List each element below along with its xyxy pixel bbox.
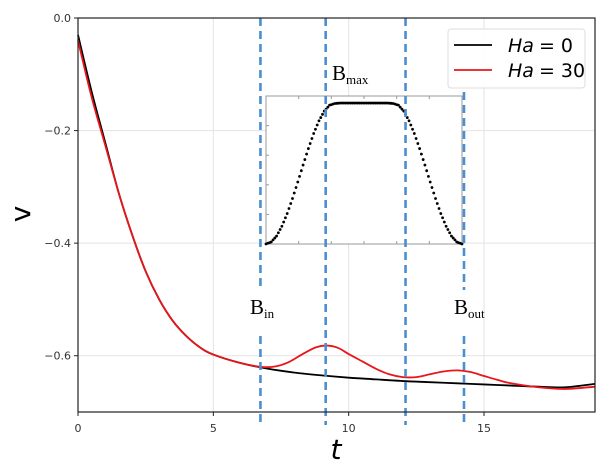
annotation-b-max-sub: max [346,72,369,87]
inset-point [419,152,423,156]
inset-frame [265,95,463,245]
x-tick-label: 10 [342,422,356,435]
inset-point [398,105,402,109]
series-line-ha30 [77,40,596,390]
inset-point [278,228,282,231]
marker-lines [259,18,466,425]
annotation-b-out-sub: out [468,306,485,321]
inset-plot [264,95,464,246]
inset-point [453,238,457,242]
legend-label-ha0: Ha = 0 [508,35,573,57]
y-tick-label: −0.2 [44,125,71,138]
inset-point [427,174,430,178]
inset-point [428,180,432,184]
inset-point [446,228,450,231]
inset-point [317,119,321,123]
series-group [77,34,596,390]
inset-point [430,186,434,189]
inset-point [439,212,443,215]
inset-point [284,216,287,220]
inset-point [291,197,294,200]
annotation-b-max: Bmax [332,61,369,87]
inset-point [280,224,284,228]
y-tick-label: 0.0 [54,12,72,25]
inset-point [273,236,277,240]
inset-point [421,158,425,161]
inset-point [448,231,452,235]
inset-point [460,242,464,246]
inset-point [450,234,453,238]
inset-point [437,207,441,210]
plot-frame [77,17,596,413]
inset-point [285,212,289,215]
x-tick-label: 15 [477,422,491,435]
inset-point [305,152,309,156]
inset-point [292,191,296,195]
inset-point [412,132,416,135]
inset-point [418,147,422,150]
legend-label-ha30: Ha = 30 [508,60,585,82]
legend-label-ha30-name: Ha [508,60,534,82]
annotation-b-in-base: B [250,295,264,319]
inset-point [434,197,437,200]
inset-point [409,123,413,127]
inset-point [315,123,319,127]
y-axis-label: v [4,206,37,223]
inset-point [294,186,298,189]
inset-point [310,137,314,140]
annotation-b-out-base: B [454,295,468,319]
inset-point [411,127,414,131]
inset-point [314,127,317,131]
annotation-b-max-base: B [332,61,346,85]
inset-point [269,240,273,244]
x-axis-label: t [331,433,343,466]
inset-point [414,137,418,140]
inset-point [312,132,316,135]
x-tick-label: 0 [75,422,82,435]
inset-point [319,116,323,119]
inset-point [423,163,427,167]
legend-label-ha0-name: Ha [508,35,534,57]
inset-point [296,180,300,184]
legend: Ha = 0 Ha = 30 [447,28,586,89]
inset-point [432,191,436,195]
y-tick-label: −0.4 [44,237,71,250]
inset-point [301,163,305,167]
inset-point [289,202,293,205]
inset-point [282,220,286,224]
legend-box [447,28,586,89]
x-tick-label: 5 [210,422,217,435]
legend-label-ha30-value: = 30 [539,60,585,82]
inset-point [321,112,324,116]
inset-point [275,234,278,238]
inset-point [407,119,411,123]
inset-point [444,224,448,228]
inset-point [397,103,400,107]
inset-point [326,105,330,109]
ticks: 0 5 10 15 0.0 −0.2 −0.4 −0.6 [44,12,491,435]
annotation-b-out: Bout [454,295,485,321]
inset-point [441,216,444,220]
inset-point [435,202,439,205]
inset-point [276,231,280,235]
inset-point [451,236,455,240]
inset-point [271,238,275,242]
inset-point [416,142,420,145]
inset-point [425,169,429,173]
inset-point [303,158,307,161]
inset-point [306,147,310,150]
annotation-b-in: Bin [250,295,275,321]
annotation-b-in-sub: in [264,306,275,321]
inset-point [442,220,446,224]
inset-point [299,169,303,173]
inset-point [298,174,301,178]
y-tick-label: −0.6 [44,350,71,363]
legend-label-ha0-value: = 0 [539,35,573,57]
inset-point [400,107,404,111]
inset-point [308,142,312,145]
inset-point [287,207,291,210]
